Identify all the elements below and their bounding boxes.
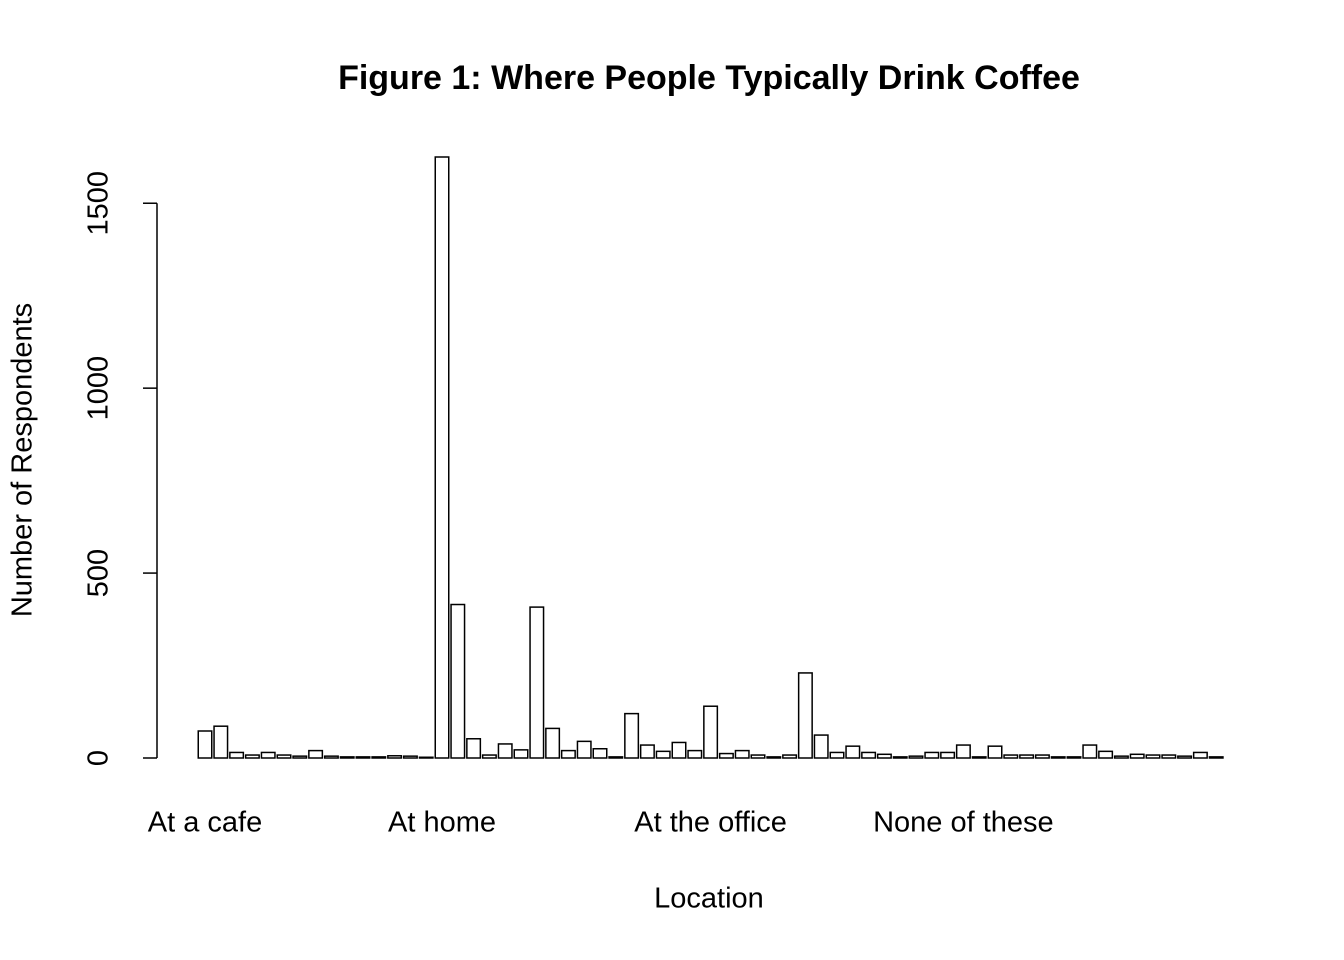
bar [545,727,561,759]
x-tick-label: At a cafe [148,807,262,839]
bar [782,754,798,759]
bar [1050,756,1066,759]
y-tick-label: 1500 [83,171,115,236]
bar [371,756,387,759]
bar [244,754,260,759]
bar [639,744,655,759]
bar [1019,754,1035,759]
bar [766,756,782,759]
bar [197,730,213,759]
y-tick-label: 500 [83,549,115,597]
bar [466,738,482,759]
bar [213,725,229,759]
x-tick-label: None of these [873,807,1054,839]
bar [750,754,766,759]
bar [434,156,450,759]
bar [1113,755,1129,759]
bar [876,753,892,759]
bar [387,755,403,759]
bar [402,755,418,759]
bar [703,705,719,759]
y-tick-label: 1000 [83,356,115,421]
bar [845,745,861,759]
bar [260,751,276,759]
bar [908,755,924,759]
bar [481,754,497,759]
bar [576,740,592,759]
x-tick-label: At home [388,807,496,839]
bar [987,745,1003,759]
bar [813,734,829,759]
bar [718,752,734,759]
bar [608,756,624,759]
bar [355,756,371,759]
bar [1082,744,1098,759]
bar [1177,755,1193,759]
bar [1003,754,1019,759]
bar [450,603,466,759]
bar [797,672,813,759]
bar [529,606,545,759]
x-tick-label: At the office [634,807,787,839]
bar [655,750,671,759]
bar [734,749,750,759]
bar [940,751,956,759]
bar [308,749,324,759]
bar [1208,756,1224,759]
chart-title: Figure 1: Where People Typically Drink C… [338,59,1080,97]
bar [339,756,355,759]
bar [276,754,292,759]
bar [1034,754,1050,759]
bar [1192,751,1208,759]
bar [971,756,987,759]
y-axis-label: Number of Respondents [7,303,39,617]
bar [829,751,845,759]
bar [323,755,339,759]
bar [418,756,434,759]
bar [292,755,308,759]
bar [671,741,687,759]
bar [861,751,877,759]
bar [229,751,245,759]
bar [955,744,971,759]
bar [1066,756,1082,759]
bar [592,748,608,759]
bar [1129,753,1145,759]
x-axis-label: Location [654,883,764,915]
bar [1098,750,1114,759]
bar [1161,754,1177,759]
bar [1145,754,1161,759]
bar [687,749,703,759]
bar [624,712,640,759]
bar [560,749,576,759]
bar [924,751,940,759]
y-tick-label: 0 [83,750,115,766]
bar [513,749,529,759]
bar [497,743,513,759]
bar [892,756,908,759]
